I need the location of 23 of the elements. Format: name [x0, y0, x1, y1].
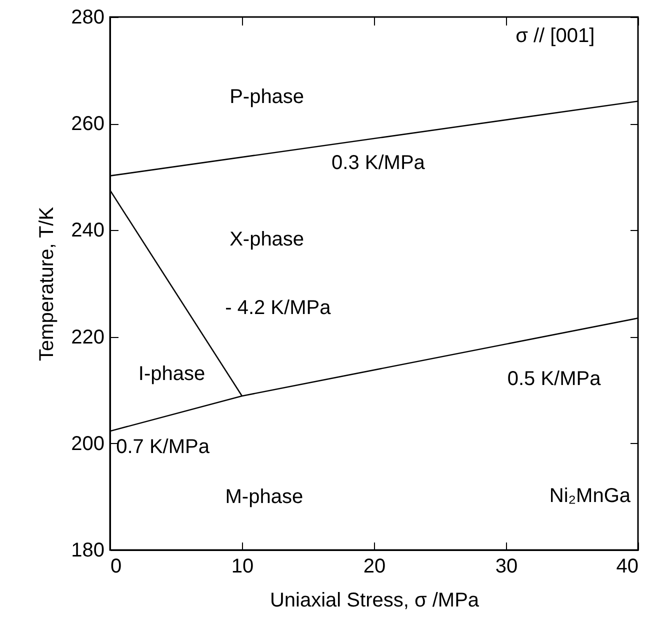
- annotation: I-phase: [138, 363, 206, 386]
- x-axis-title: Uniaxial Stress, σ /MPa: [270, 590, 480, 612]
- x-tick-label: 30: [495, 556, 518, 578]
- annotation: M-phase: [225, 486, 304, 508]
- x-tick-label: 20: [363, 556, 386, 578]
- annotation: 0.5 K/MPa: [507, 368, 602, 390]
- y-tick-label: 280: [71, 6, 104, 28]
- annotation: P-phase: [230, 86, 304, 108]
- x-tick-label: 40: [616, 556, 638, 578]
- x-tick-label: 10: [231, 556, 254, 578]
- annotation: - 4.2 K/MPa: [225, 297, 332, 320]
- y-tick-label: 260: [71, 113, 104, 136]
- y-tick-label: 240: [71, 220, 104, 242]
- annotation: σ // [001]: [516, 25, 595, 48]
- y-tick-label: 200: [71, 432, 104, 455]
- x-tick-label: 0: [110, 556, 122, 578]
- annotation: X-phase: [230, 228, 304, 250]
- y-axis-title: Temperature, T/K: [36, 206, 58, 362]
- y-tick-label: 220: [71, 326, 104, 348]
- annotation: Ni₂MnGa: [549, 485, 632, 508]
- annotation: 0.7 K/MPa: [116, 436, 210, 458]
- annotation: 0.3 K/MPa: [332, 152, 426, 174]
- y-tick-label: 180: [71, 540, 104, 562]
